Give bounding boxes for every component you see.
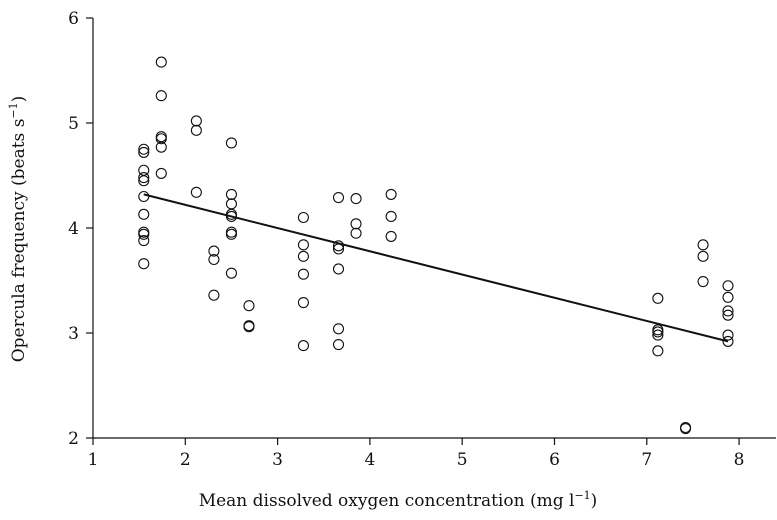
data-point: [652, 329, 664, 341]
data-point: [652, 345, 664, 357]
data-point: [297, 296, 309, 309]
data-point: [225, 198, 237, 210]
data-point: [385, 230, 397, 242]
data-point: [332, 240, 345, 252]
axes: [92, 18, 776, 439]
data-point: [155, 56, 167, 68]
data-point: [225, 137, 237, 149]
data-point: [138, 228, 150, 240]
data-point: [297, 239, 309, 251]
x-tick-label: 7: [641, 450, 652, 470]
data-point: [350, 218, 362, 230]
data-point: [155, 141, 167, 153]
x-tick-label: 5: [457, 450, 468, 470]
data-point: [190, 115, 202, 127]
trendline-group: [143, 193, 729, 343]
trendline: [143, 193, 729, 343]
data-point: [722, 291, 734, 303]
data-point: [138, 208, 150, 220]
data-point: [138, 172, 150, 184]
data-point: [243, 321, 255, 333]
data-point: [155, 131, 167, 143]
data-point: [225, 226, 237, 238]
data-point: [138, 190, 150, 203]
data-point: [190, 124, 202, 136]
data-point: [297, 268, 309, 280]
data-point: [385, 188, 397, 200]
data-point: [225, 210, 237, 222]
data-points: [138, 56, 734, 435]
data-point: [225, 188, 237, 200]
x-tick-label: 4: [364, 450, 375, 470]
x-tick-label: 6: [549, 450, 560, 470]
data-point: [722, 305, 734, 317]
data-point: [722, 280, 734, 292]
data-point: [225, 267, 237, 279]
data-point: [652, 326, 664, 338]
y-tick-label: 3: [68, 324, 79, 344]
data-point: [138, 258, 150, 270]
data-point: [722, 329, 734, 341]
y-tick-label: 6: [68, 9, 79, 29]
data-point: [138, 146, 150, 158]
data-point: [652, 292, 664, 304]
data-point: [297, 211, 309, 224]
data-point: [208, 289, 220, 301]
data-point: [332, 323, 345, 335]
data-point: [190, 186, 202, 198]
data-point: [679, 422, 692, 435]
x-tick-label: 2: [180, 450, 191, 470]
y-tick-label: 2: [68, 429, 79, 449]
data-point: [332, 192, 345, 204]
x-tick-label: 1: [88, 450, 99, 470]
data-point: [243, 300, 255, 312]
x-tick-label: 8: [734, 450, 745, 470]
x-tick-label: 3: [272, 450, 283, 470]
data-point: [297, 340, 309, 352]
data-point: [138, 235, 150, 247]
data-point: [155, 90, 167, 102]
data-point: [350, 227, 362, 239]
y-axis-label: Opercula frequency (beats s−1): [7, 96, 29, 363]
data-point: [332, 263, 345, 275]
data-point: [155, 167, 167, 179]
data-point: [138, 143, 150, 155]
data-point: [225, 228, 237, 240]
data-point: [722, 335, 734, 347]
data-point: [138, 175, 150, 187]
data-point: [722, 309, 734, 321]
data-point: [697, 250, 709, 262]
y-tick-label: 5: [68, 114, 79, 134]
data-point: [697, 275, 709, 288]
data-point: [385, 210, 397, 222]
y-tick-label: 4: [68, 219, 79, 239]
data-point: [208, 253, 220, 266]
data-point: [350, 193, 362, 205]
data-point: [155, 133, 167, 145]
data-point: [297, 250, 309, 262]
data-point: [697, 239, 709, 251]
x-axis-label: Mean dissolved oxygen concentration (mg …: [199, 489, 598, 511]
data-point: [332, 338, 345, 351]
data-point: [208, 245, 220, 257]
